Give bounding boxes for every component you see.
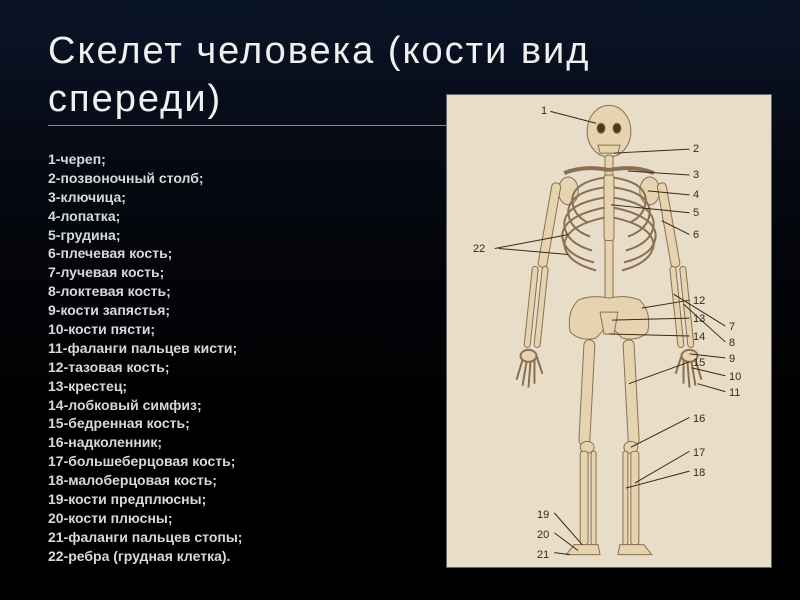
diagram-number-label: 15 xyxy=(693,357,705,369)
diagram-number-label: 6 xyxy=(693,229,699,241)
bone-list-item: 13-крестец; xyxy=(48,377,353,396)
bone-list-item: 8-локтевая кость; xyxy=(48,282,353,301)
bone-list-item: 16-надколенник; xyxy=(48,433,353,452)
bone-list-item: 22-ребра (грудная клетка). xyxy=(48,547,353,566)
diagram-number-label: 9 xyxy=(729,353,735,365)
diagram-number-label: 1 xyxy=(541,105,547,117)
bone-list-item: 2-позвоночный столб; xyxy=(48,169,353,188)
diagram-number-label: 17 xyxy=(693,447,705,459)
diagram-number-label: 16 xyxy=(693,413,705,425)
bone-list-item: 14-лобковый симфиз; xyxy=(48,396,353,415)
bone-list-item: 4-лопатка; xyxy=(48,207,353,226)
bone-list-item: 7-лучевая кость; xyxy=(48,263,353,282)
diagram-number-label: 2 xyxy=(693,143,699,155)
diagram-number-label: 20 xyxy=(537,529,549,541)
bone-list-item: 18-малоберцовая кость; xyxy=(48,471,353,490)
diagram-number-label: 5 xyxy=(693,207,699,219)
diagram-number-label: 8 xyxy=(729,337,735,349)
diagram-number-label: 3 xyxy=(693,169,699,181)
bone-list-item: 5-грудина; xyxy=(48,226,353,245)
diagram-number-label: 7 xyxy=(729,321,735,333)
bone-list: 1-череп;2-позвоночный столб;3-ключица;4-… xyxy=(48,146,353,566)
diagram-number-label: 22 xyxy=(473,243,485,255)
bone-list-item: 15-бедренная кость; xyxy=(48,414,353,433)
skeleton-diagram: 12223456121371489151011161718192021 xyxy=(446,94,772,568)
bone-list-item: 12-тазовая кость; xyxy=(48,358,353,377)
bone-list-item: 17-большеберцовая кость; xyxy=(48,452,353,471)
bone-list-item: 3-ключица; xyxy=(48,188,353,207)
bone-list-item: 21-фаланги пальцев стопы; xyxy=(48,528,353,547)
title-line-1: Скелет человека (кости вид xyxy=(48,30,590,72)
diagram-number-label: 13 xyxy=(693,313,705,325)
bone-list-item: 10-кости пясти; xyxy=(48,320,353,339)
diagram-number-label: 21 xyxy=(537,549,549,561)
diagram-number-label: 12 xyxy=(693,295,705,307)
title-line-2: спереди) xyxy=(48,78,222,120)
bone-list-item: 20-кости плюсны; xyxy=(48,509,353,528)
bone-list-item: 9-кости запястья; xyxy=(48,301,353,320)
diagram-number-label: 11 xyxy=(729,387,740,399)
diagram-number-label: 4 xyxy=(693,189,699,201)
bone-list-item: 1-череп; xyxy=(48,150,353,169)
diagram-number-label: 18 xyxy=(693,467,705,479)
diagram-number-label: 14 xyxy=(693,331,705,343)
diagram-number-label: 10 xyxy=(729,371,741,383)
skeleton-svg xyxy=(447,95,771,567)
bone-list-item: 11-фаланги пальцев кисти; xyxy=(48,339,353,358)
diagram-number-label: 19 xyxy=(537,509,549,521)
bone-list-item: 19-кости предплюсны; xyxy=(48,490,353,509)
bone-list-item: 6-плечевая кость; xyxy=(48,244,353,263)
